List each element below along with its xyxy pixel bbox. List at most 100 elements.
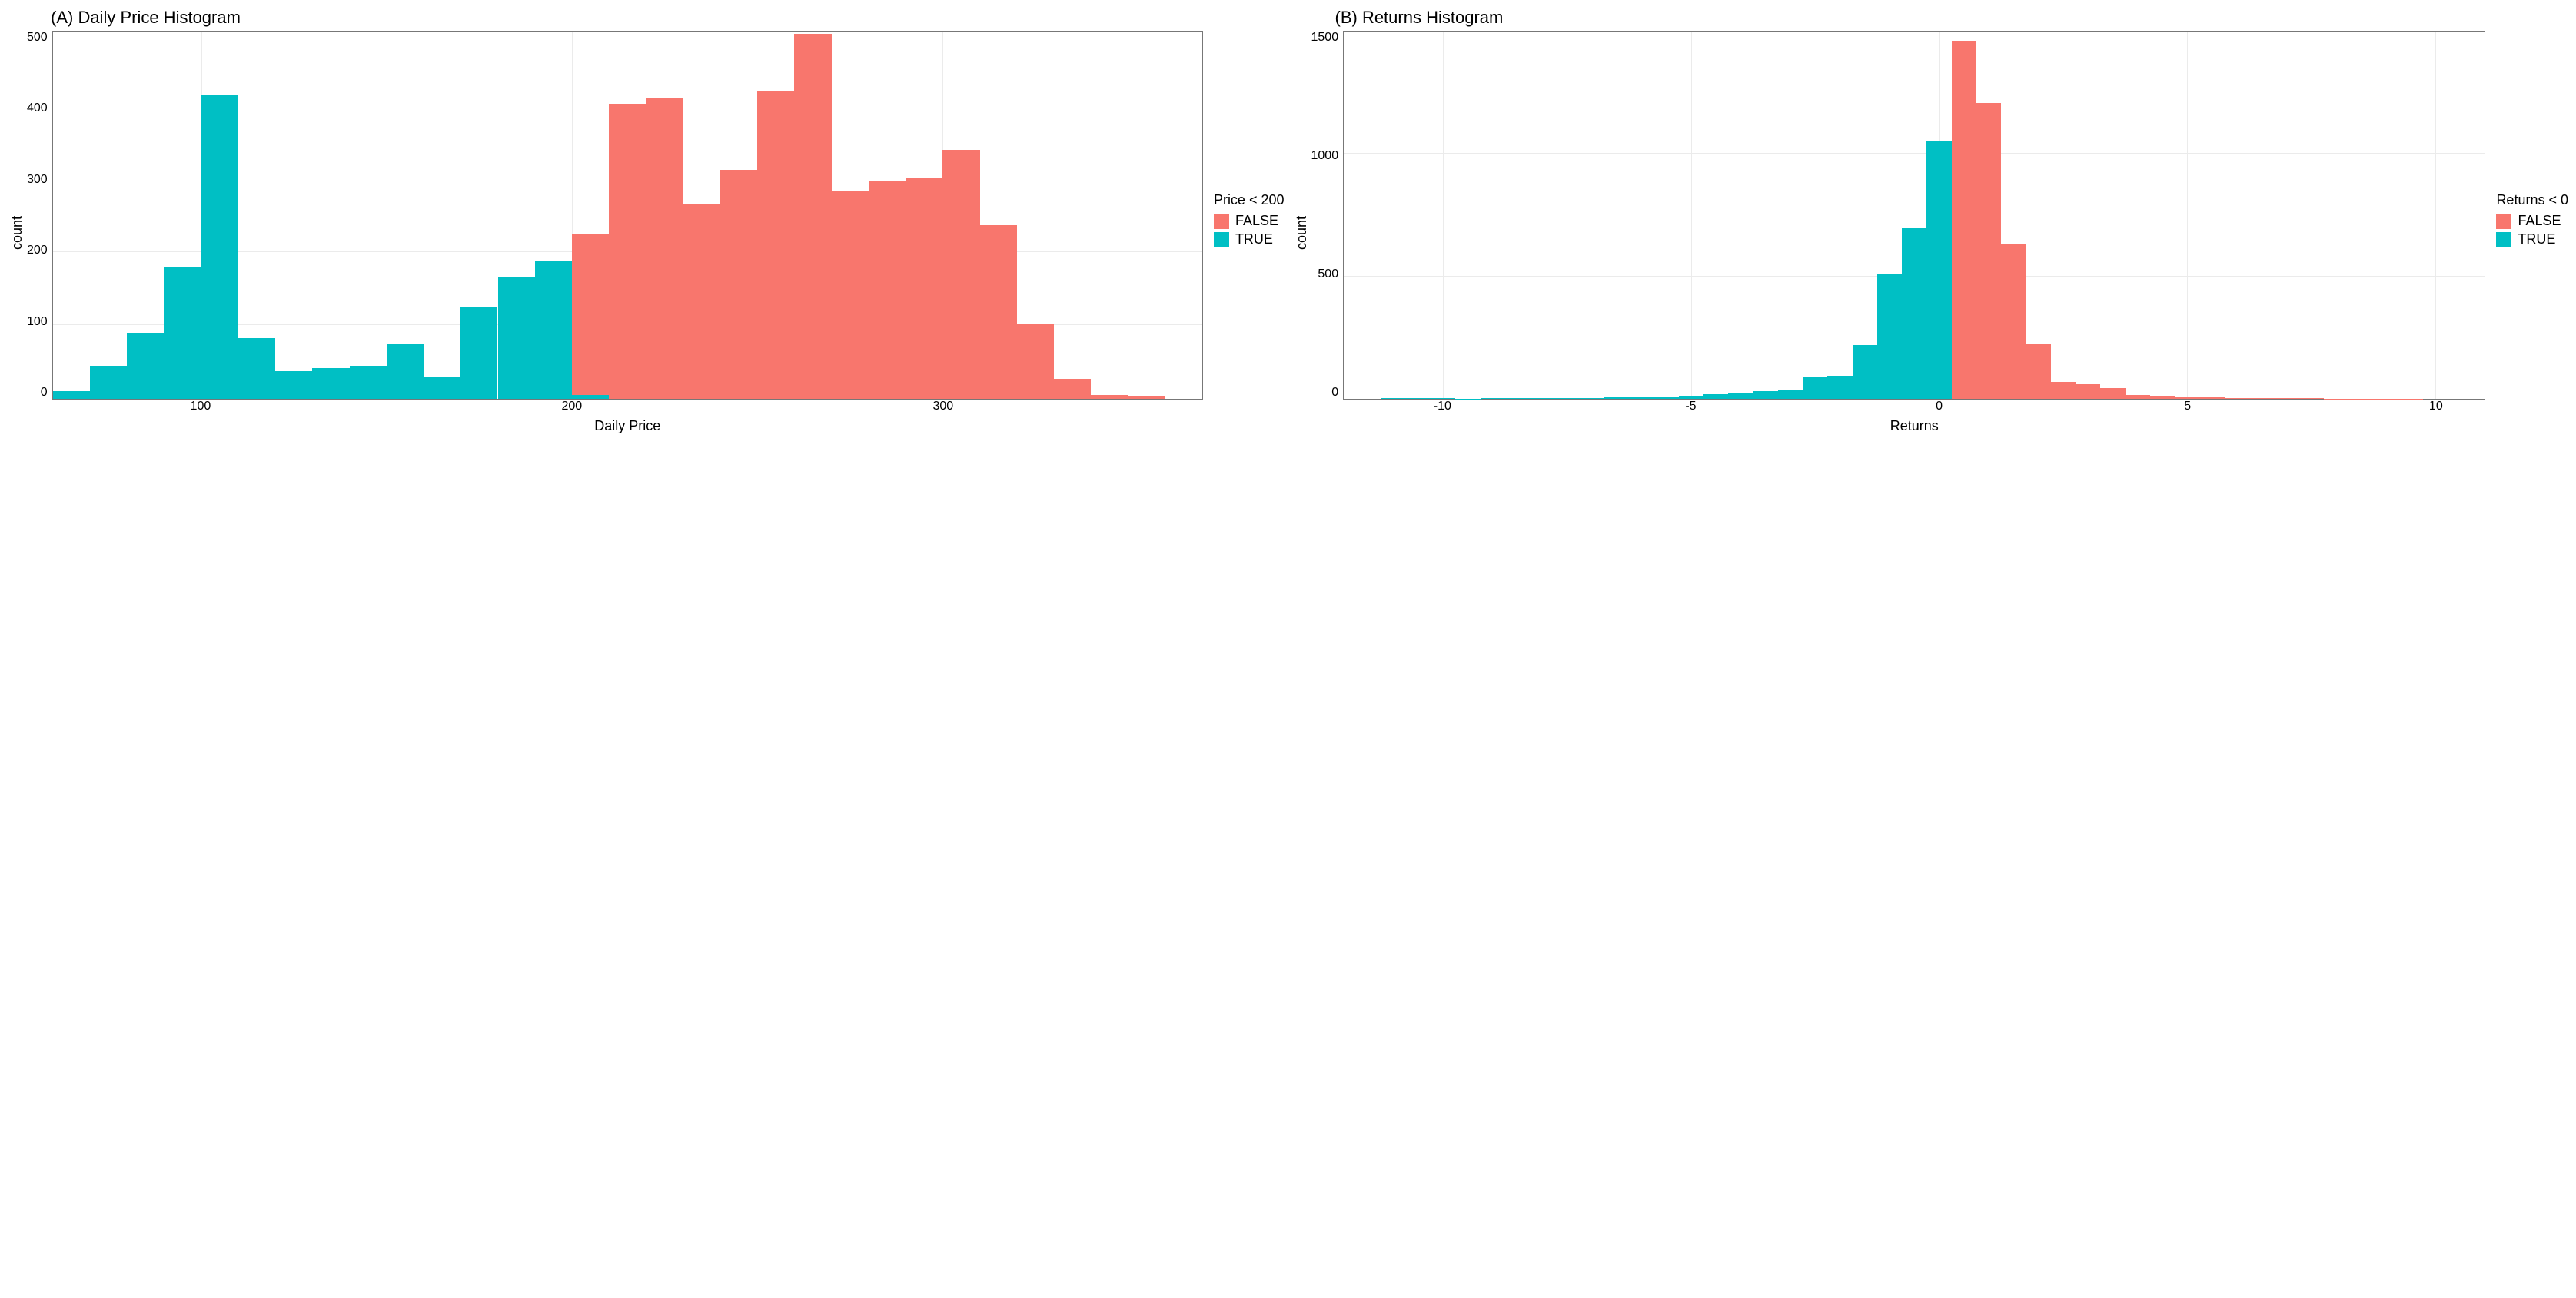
histogram-bar xyxy=(2026,344,2050,399)
histogram-bar-segment xyxy=(683,204,720,399)
legend-item: TRUE xyxy=(1214,231,1285,247)
histogram-bar xyxy=(2150,396,2175,399)
panel-a-yticks: 5004003002001000 xyxy=(27,31,52,400)
histogram-bar xyxy=(1654,397,1678,399)
histogram-bar-segment xyxy=(312,368,349,399)
histogram-bar-segment xyxy=(238,338,275,399)
histogram-bar-segment xyxy=(90,366,127,399)
histogram-bar-segment xyxy=(720,170,757,399)
histogram-bar-segment xyxy=(1128,396,1165,399)
histogram-bar-segment xyxy=(535,261,572,399)
histogram-bar xyxy=(2199,397,2224,399)
histogram-bar-segment xyxy=(2001,244,2026,399)
histogram-bar-segment xyxy=(1753,391,1778,399)
histogram-bar-segment xyxy=(1554,398,1579,399)
y-tick-label: 500 xyxy=(1318,267,1338,281)
histogram-bar-segment xyxy=(1091,395,1128,399)
legend-swatch xyxy=(2496,232,2511,247)
histogram-bar-segment xyxy=(646,98,683,399)
panel-a-plot-area xyxy=(52,31,1203,400)
panel-a: (A) Daily Price Histogram count 50040030… xyxy=(8,8,1285,434)
histogram-bar-segment xyxy=(53,391,90,399)
histogram-bar-segment xyxy=(1431,398,1455,399)
histogram-bar-segment xyxy=(980,225,1017,399)
histogram-bar xyxy=(1128,396,1165,399)
histogram-bar-segment xyxy=(906,178,942,399)
legend-label: FALSE xyxy=(1235,213,1278,229)
panel-b-ylabel: count xyxy=(1292,31,1311,434)
figure-row: (A) Daily Price Histogram count 500 400 30… xyxy=(8,8,2568,434)
legend-item: TRUE xyxy=(2496,231,2568,247)
histogram-bar-segment xyxy=(2249,398,2274,399)
histogram-bar xyxy=(2001,244,2026,399)
histogram-bar xyxy=(1853,345,1877,399)
x-tick-label: -5 xyxy=(1685,400,1696,413)
histogram-bar xyxy=(646,98,683,399)
panel-b-legend-items: FALSE TRUE xyxy=(2496,213,2568,247)
histogram-bar xyxy=(1481,398,1505,399)
histogram-bar xyxy=(1629,397,1654,399)
histogram-bar xyxy=(90,366,127,399)
panel-a-title: (A) Daily Price Histogram xyxy=(8,8,1203,28)
histogram-bar-segment xyxy=(460,307,497,399)
histogram-bar xyxy=(201,95,238,399)
histogram-bar xyxy=(683,204,720,399)
histogram-bar-segment xyxy=(164,267,201,399)
histogram-bar xyxy=(460,307,497,399)
legend-item: FALSE xyxy=(2496,213,2568,229)
histogram-bar xyxy=(424,377,460,399)
histogram-bar xyxy=(1827,376,1852,399)
histogram-bar xyxy=(1580,398,1604,399)
histogram-bar-segment xyxy=(2175,397,2199,399)
histogram-bar-segment xyxy=(1654,397,1678,399)
histogram-bar-segment xyxy=(832,191,869,399)
legend-item: FALSE xyxy=(1214,213,1285,229)
histogram-bar-segment xyxy=(572,234,609,395)
legend-label: TRUE xyxy=(2518,231,2555,247)
histogram-bar xyxy=(1431,398,1455,399)
histogram-bar xyxy=(1877,274,1902,399)
y-tick-label: 400 xyxy=(27,101,48,115)
histogram-bar-segment xyxy=(1580,398,1604,399)
histogram-bar-segment xyxy=(1877,274,1902,399)
histogram-bar-segment xyxy=(1505,398,1530,399)
x-tick-label: 200 xyxy=(562,400,583,413)
histogram-bar-segment xyxy=(1381,398,1405,399)
histogram-bar xyxy=(275,371,312,399)
histogram-bar-segment xyxy=(1803,377,1827,399)
panel-a-legend: Price < 200 FALSETRUE xyxy=(1203,192,1285,250)
histogram-bar xyxy=(942,150,979,399)
histogram-bar-segment xyxy=(1679,396,1703,399)
histogram-bar-segment xyxy=(2051,382,2076,399)
histogram-bar-segment xyxy=(1054,379,1091,399)
y-tick-label: 1500 xyxy=(1311,31,1339,45)
histogram-bar-segment xyxy=(387,344,424,399)
y-tick-label: 300 xyxy=(27,173,48,187)
panel-b: (B) Returns Histogram count 150010005000… xyxy=(1292,8,2569,434)
histogram-bar-segment xyxy=(757,91,794,399)
legend-label: TRUE xyxy=(1235,231,1273,247)
histogram-bar xyxy=(2126,395,2150,399)
histogram-bar-segment xyxy=(275,371,312,399)
histogram-bar xyxy=(609,104,646,399)
panel-b-legend: Returns < 0 FALSETRUE xyxy=(2485,192,2568,250)
histogram-bar-segment xyxy=(1902,228,1926,399)
histogram-bar xyxy=(1604,397,1629,399)
histogram-bar xyxy=(1902,228,1926,399)
histogram-bar xyxy=(1803,377,1827,399)
x-tick-label: 300 xyxy=(932,400,953,413)
histogram-bar-segment xyxy=(572,395,609,399)
x-tick-label: -10 xyxy=(1434,400,1451,413)
histogram-bar-segment xyxy=(350,366,387,399)
histogram-bar-segment xyxy=(2225,398,2249,399)
histogram-bar-segment xyxy=(1017,324,1054,399)
legend-label: FALSE xyxy=(2518,213,2561,229)
histogram-bar-segment xyxy=(942,150,979,399)
histogram-bar xyxy=(2175,397,2199,399)
histogram-bar xyxy=(2225,398,2249,399)
legend-swatch xyxy=(1214,232,1229,247)
histogram-bar xyxy=(572,234,609,399)
histogram-bar-segment xyxy=(2076,384,2100,399)
panel-a-xticks: 100200300 xyxy=(52,400,1203,417)
histogram-bar xyxy=(164,267,201,399)
